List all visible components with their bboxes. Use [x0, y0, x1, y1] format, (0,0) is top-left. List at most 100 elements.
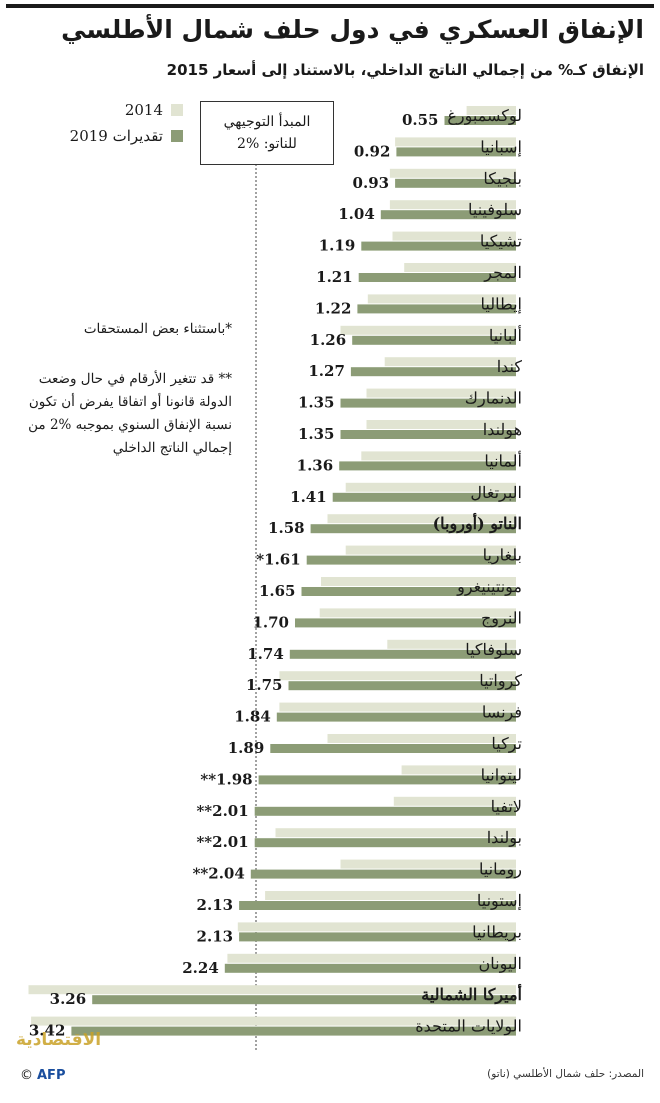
category-label: كرواتيا: [479, 671, 522, 690]
category-label: ألمانيا: [484, 450, 522, 470]
data-label: 1.27: [308, 362, 345, 380]
bar-2014: [319, 608, 516, 618]
category-label: أميركا الشمالية: [421, 983, 522, 1005]
guideline-text-line2: للناتو: %2: [237, 136, 297, 152]
category-label: تشيكيا: [480, 232, 522, 251]
bar-2014: [321, 577, 516, 586]
data-label: 2.13: [197, 927, 234, 945]
data-label: 3.42: [29, 1022, 66, 1040]
bar-2014: [340, 325, 516, 335]
bar-2014: [366, 420, 516, 429]
bar-2019: [239, 932, 516, 942]
top-rule: [6, 4, 654, 8]
data-label: 1.58: [268, 519, 305, 537]
bar-2019: [224, 963, 517, 973]
bar-2014: [466, 106, 516, 115]
bar-2014: [387, 639, 516, 649]
category-label: فرنسا: [482, 703, 522, 722]
guideline-text-line1: المبدأ التوجيهي: [223, 114, 311, 130]
data-label: 1.35: [298, 394, 335, 412]
bar-2019: [254, 838, 516, 848]
category-label: البرتغال: [470, 483, 522, 502]
category-label: إستونيا: [477, 891, 522, 910]
legend-label-2019: 2019 تقديرات: [69, 127, 163, 145]
chart-subtitle: الإنفاق كـ% من إجمالي الناتج الداخلي، با…: [166, 61, 644, 79]
bar-2019: [254, 806, 516, 816]
data-label: 1.74: [247, 645, 284, 663]
category-label: إسبانيا: [480, 137, 522, 156]
category-label: مونتينيغرو: [456, 577, 522, 596]
bar-2019: [250, 869, 517, 879]
data-label: 1.70: [252, 613, 289, 631]
bar-2019: [340, 430, 516, 439]
afp-logo: © AFP: [20, 1068, 65, 1083]
bar-2019: [339, 461, 516, 471]
category-label: تركيا: [491, 734, 522, 753]
bar-2019: [92, 995, 516, 1005]
legend-swatch-2014: [171, 104, 183, 116]
data-label: 0.55: [402, 111, 439, 129]
category-label: ليتوانيا: [481, 765, 522, 784]
category-label: بلغاريا: [483, 546, 522, 565]
data-label: 1.22: [315, 299, 352, 317]
footnote-single-asterisk: *باستثناء بعض المستحقات: [83, 321, 232, 337]
bar-2014: [275, 828, 516, 838]
copyright-icon: ©: [20, 1068, 33, 1083]
bar-2014: [345, 545, 516, 555]
category-label: المجر: [483, 263, 522, 282]
bar-2014: [395, 137, 516, 147]
data-label: 1.35: [298, 425, 335, 443]
category-label: سلوفينيا: [468, 200, 522, 219]
bar-2019: [239, 901, 516, 910]
bar-2014: [404, 263, 516, 272]
bar-2014: [401, 765, 516, 775]
data-label: **2.04: [193, 865, 245, 883]
bar-2014: [227, 953, 516, 963]
data-label: 1.65: [259, 582, 296, 600]
data-label: 1.41: [290, 488, 327, 506]
bar-2019: [276, 712, 516, 722]
bar-2019: [301, 587, 516, 596]
bar-2014: [28, 985, 516, 995]
bar-2019: [332, 492, 516, 502]
bar-2014: [31, 1016, 516, 1026]
source-note: المصدر: حلف شمال الأطلسي (ناتو): [487, 1068, 644, 1080]
bar-2019: [270, 744, 516, 753]
bar-2014: [327, 734, 516, 743]
bar-2019: [352, 335, 516, 345]
bar-2014: [340, 859, 516, 869]
bar-2014: [389, 168, 516, 178]
bar-2014: [366, 388, 516, 398]
bar-2019: [358, 273, 516, 282]
guideline-box: المبدأ التوجيهي للناتو: %2: [200, 101, 334, 165]
data-label: 1.21: [316, 268, 353, 286]
category-label: كندا: [497, 357, 523, 376]
category-label: بلجيكا: [483, 169, 522, 188]
footnotes: *باستثناء بعض المستحقات ** قد تتغير الأر…: [14, 318, 232, 460]
bar-2019: [395, 178, 516, 188]
category-label: الناتو (أوروبا): [433, 512, 522, 534]
category-label: الولايات المتحدة: [415, 1017, 522, 1036]
category-label: بريطانيا: [472, 922, 522, 941]
legend-swatch-2019: [171, 130, 183, 142]
category-label: بولندا: [487, 828, 522, 847]
bar-2014: [327, 514, 516, 524]
bar-2019: [288, 681, 516, 691]
bar-2014: [279, 702, 516, 712]
category-label: الدنمارك: [465, 389, 522, 408]
category-label: رومانيا: [479, 860, 522, 879]
bar-2014: [389, 200, 516, 210]
bar-2019: [306, 555, 516, 565]
bar-2019: [310, 524, 516, 534]
bar-2019: [380, 210, 516, 220]
data-label: 1.19: [319, 237, 356, 255]
bar-2014: [361, 451, 516, 461]
bar-2014: [345, 482, 516, 492]
legend-item-2019: 2019 تقديرات: [70, 124, 183, 148]
bar-2019: [295, 618, 516, 628]
category-label: النروج: [481, 608, 522, 627]
bar-2014: [393, 796, 516, 806]
category-label: لاتفيا: [491, 797, 522, 816]
data-label: 2.24: [182, 959, 219, 977]
